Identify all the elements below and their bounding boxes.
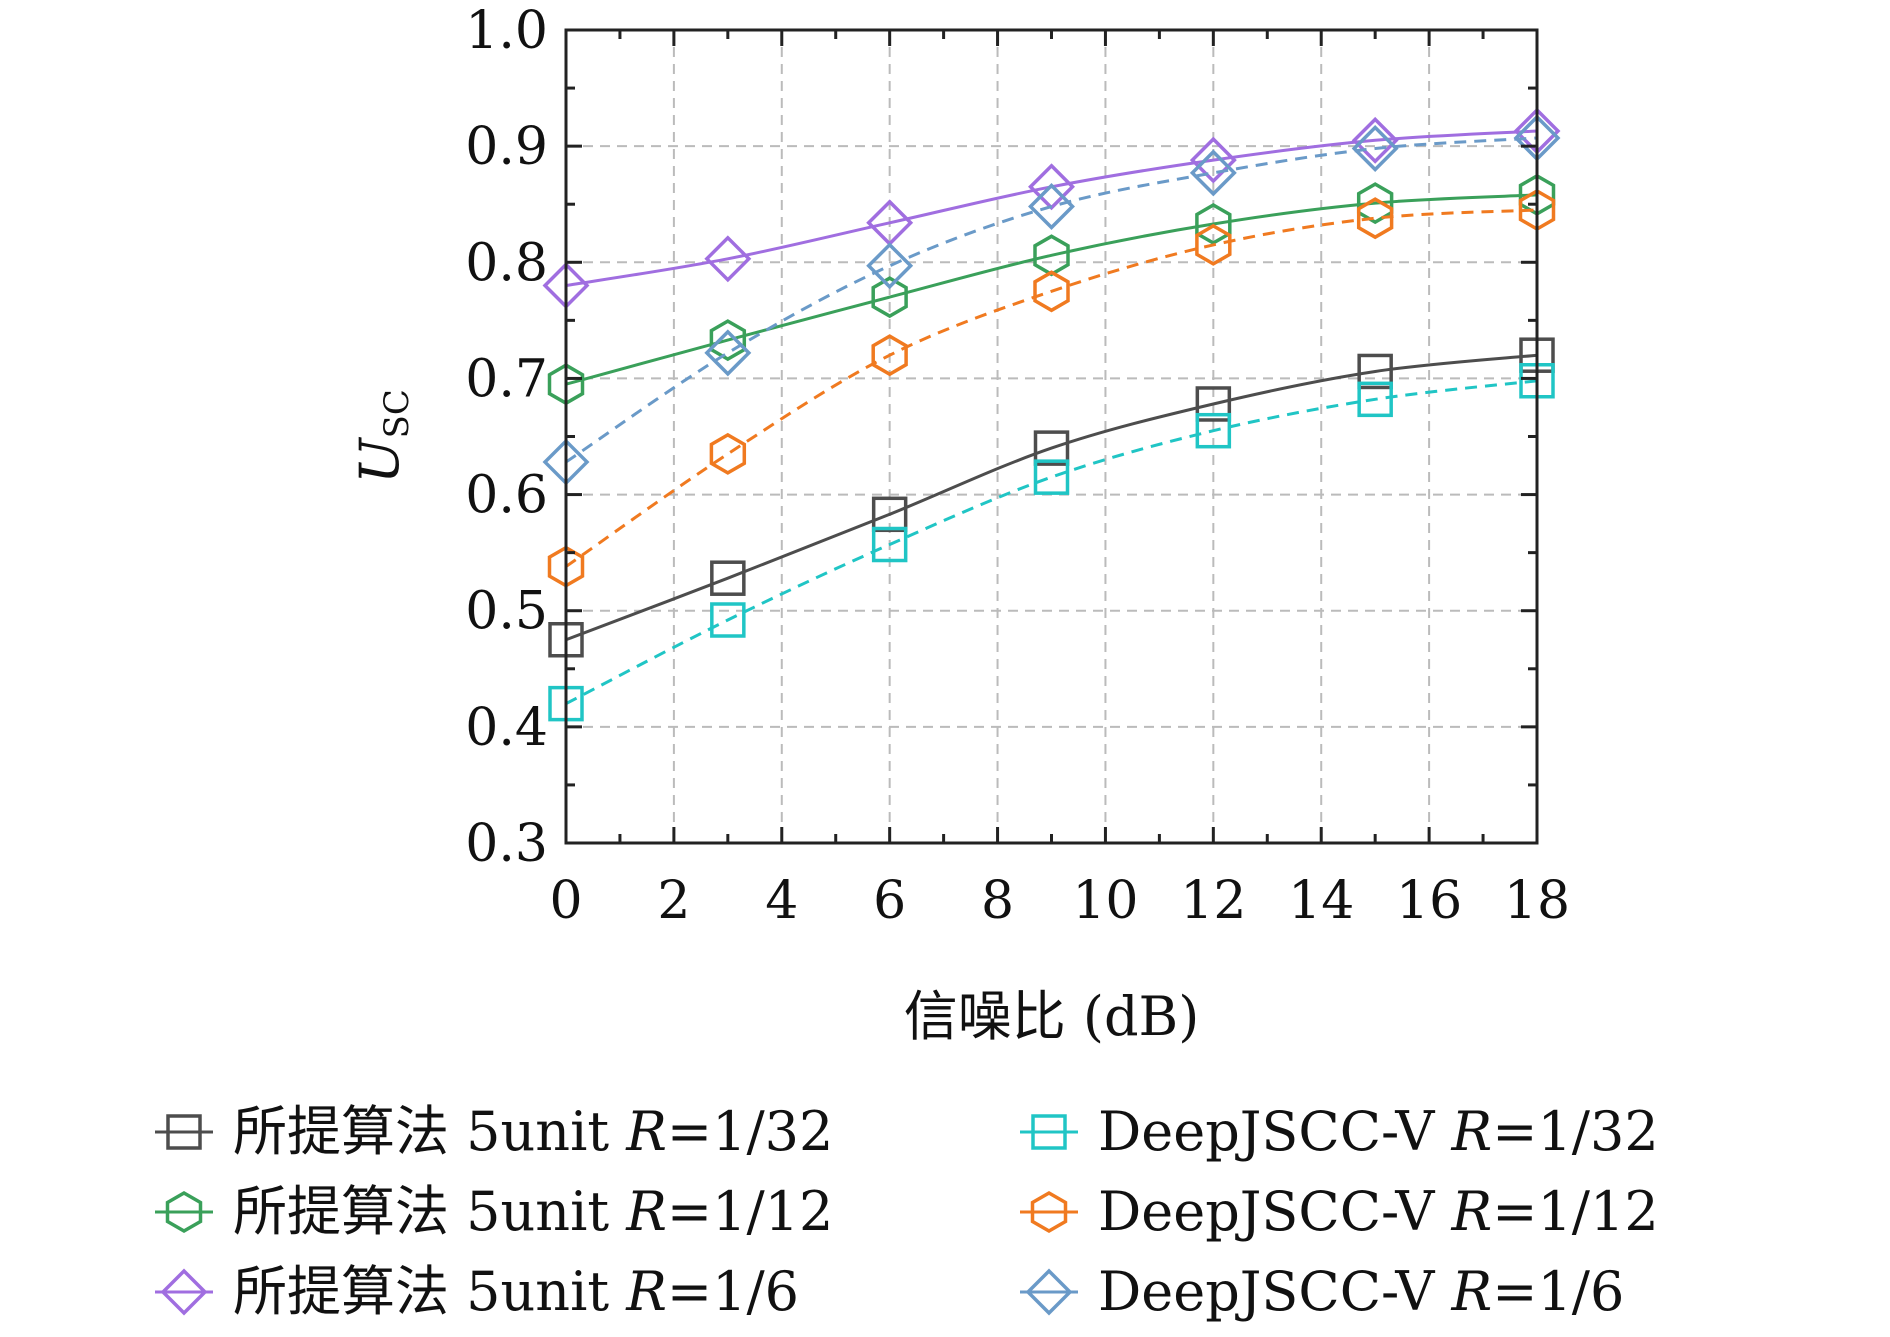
data-point [1356, 197, 1394, 240]
legend-label-prefix: DeepJSCC-V [1098, 1180, 1452, 1243]
legend-label-variable: R [1451, 1180, 1493, 1243]
data-point [710, 602, 746, 638]
x-tick-label: 14 [1288, 871, 1354, 931]
series-line [565, 379, 1538, 705]
series-layer [542, 107, 1561, 722]
legend-item: 所提算法 5unit R=1/32 [155, 1100, 833, 1163]
legend-label-value: =1/6 [1492, 1260, 1624, 1323]
legend-label-prefix: DeepJSCC-V [1098, 1100, 1452, 1163]
legend-label-variable: R [1451, 1260, 1493, 1323]
legend-label-prefix: DeepJSCC-V [1098, 1260, 1452, 1323]
legend-marker [166, 1114, 202, 1150]
x-tick-label: 6 [873, 871, 906, 931]
legend-label: 所提算法 5unit R=1/6 [233, 1260, 799, 1323]
data-point [871, 496, 908, 533]
legend-label-variable: R [625, 1180, 667, 1243]
x-tick-label: 10 [1072, 871, 1138, 931]
legend-label: 所提算法 5unit R=1/32 [233, 1100, 833, 1163]
series-line [565, 193, 1538, 386]
y-tick-label: 0.5 [465, 582, 548, 642]
x-tick-labels: 0 2 4 6 8 10 12 14 16 18 [549, 871, 1570, 931]
data-point [871, 276, 908, 319]
data-point [710, 560, 746, 596]
legend-marker [1025, 1268, 1073, 1316]
x-tick-label: 0 [549, 871, 582, 931]
legend-label: DeepJSCC-V R=1/12 [1098, 1180, 1659, 1243]
data-point [1033, 430, 1070, 466]
x-tick-label: 8 [981, 871, 1014, 931]
y-tick-label: 1.0 [465, 1, 548, 61]
y-tick-label: 0.3 [465, 814, 548, 874]
data-point [709, 432, 747, 475]
x-tick-label: 2 [657, 871, 690, 931]
y-tick-label: 0.6 [465, 466, 548, 526]
x-tick-label: 16 [1396, 871, 1462, 931]
data-point [871, 526, 908, 563]
legend-marker [1031, 1114, 1067, 1150]
y-axis-label-subscript: SC [377, 389, 417, 438]
series-line [565, 136, 1538, 464]
legend-label-variable: R [1451, 1100, 1493, 1163]
data-point [1033, 270, 1070, 313]
y-tick-label: 0.4 [465, 698, 548, 758]
data-point [1195, 223, 1232, 266]
data-point [871, 334, 908, 377]
legend-marker [160, 1268, 208, 1316]
legend-label: DeepJSCC-V R=1/32 [1098, 1100, 1659, 1163]
series-line [565, 208, 1538, 568]
legend-item: DeepJSCC-V R=1/12 [1020, 1180, 1659, 1243]
series-line [565, 353, 1538, 642]
data-point [704, 235, 752, 283]
y-tick-labels: 0.3 0.4 0.5 0.6 0.7 0.8 0.9 1.0 [465, 1, 548, 874]
data-point [1033, 459, 1070, 495]
x-tick-label: 4 [765, 871, 798, 931]
series-6 [542, 114, 1561, 486]
data-point [1351, 116, 1399, 164]
axis-ticks [564, 28, 1539, 845]
y-axis-label: USC [348, 389, 417, 484]
data-point [1028, 183, 1075, 231]
legend-label-value: =1/12 [667, 1180, 834, 1243]
legend-label-value: =1/32 [667, 1100, 834, 1163]
series-1 [548, 337, 1555, 658]
series-4 [548, 363, 1555, 722]
data-point [1189, 149, 1237, 197]
legend-marker [1030, 1190, 1068, 1234]
legend-item: 所提算法 5unit R=1/12 [155, 1180, 833, 1243]
data-point [1357, 381, 1393, 418]
data-point [1189, 136, 1237, 184]
x-axis-label: 信噪比 (dB) [904, 985, 1200, 1048]
legend-label-prefix: 所提算法 5unit [233, 1180, 626, 1243]
legend-label-value: =1/32 [1492, 1100, 1659, 1163]
data-point [1195, 386, 1232, 422]
y-tick-label: 0.8 [465, 233, 548, 293]
y-tick-label: 0.9 [465, 117, 548, 177]
series-3 [542, 107, 1561, 309]
data-point [704, 329, 752, 377]
y-tick-label: 0.7 [465, 349, 548, 409]
legend-label-prefix: 所提算法 5unit [233, 1260, 626, 1323]
legend-label-prefix: 所提算法 5unit [233, 1100, 626, 1163]
data-point [1033, 234, 1070, 277]
data-point [1351, 124, 1399, 172]
y-axis-label-main: U [348, 437, 411, 484]
series-5 [547, 188, 1556, 588]
legend-label-value: =1/6 [667, 1260, 799, 1323]
data-point [1357, 353, 1393, 390]
x-tick-label: 18 [1504, 871, 1570, 931]
legend-label-variable: R [625, 1260, 667, 1323]
legend-label-variable: R [625, 1100, 667, 1163]
legend-item: DeepJSCC-V R=1/32 [1020, 1100, 1659, 1163]
legend-item: 所提算法 5unit R=1/6 [155, 1260, 799, 1323]
legend-label: 所提算法 5unit R=1/12 [233, 1180, 833, 1243]
legend-label-value: =1/12 [1492, 1180, 1659, 1243]
legend-label: DeepJSCC-V R=1/6 [1098, 1260, 1624, 1323]
data-point [866, 242, 914, 290]
legend-marker [165, 1190, 203, 1234]
legend-item: DeepJSCC-V R=1/6 [1020, 1260, 1624, 1323]
x-tick-label: 12 [1180, 871, 1246, 931]
data-point [1195, 412, 1232, 449]
